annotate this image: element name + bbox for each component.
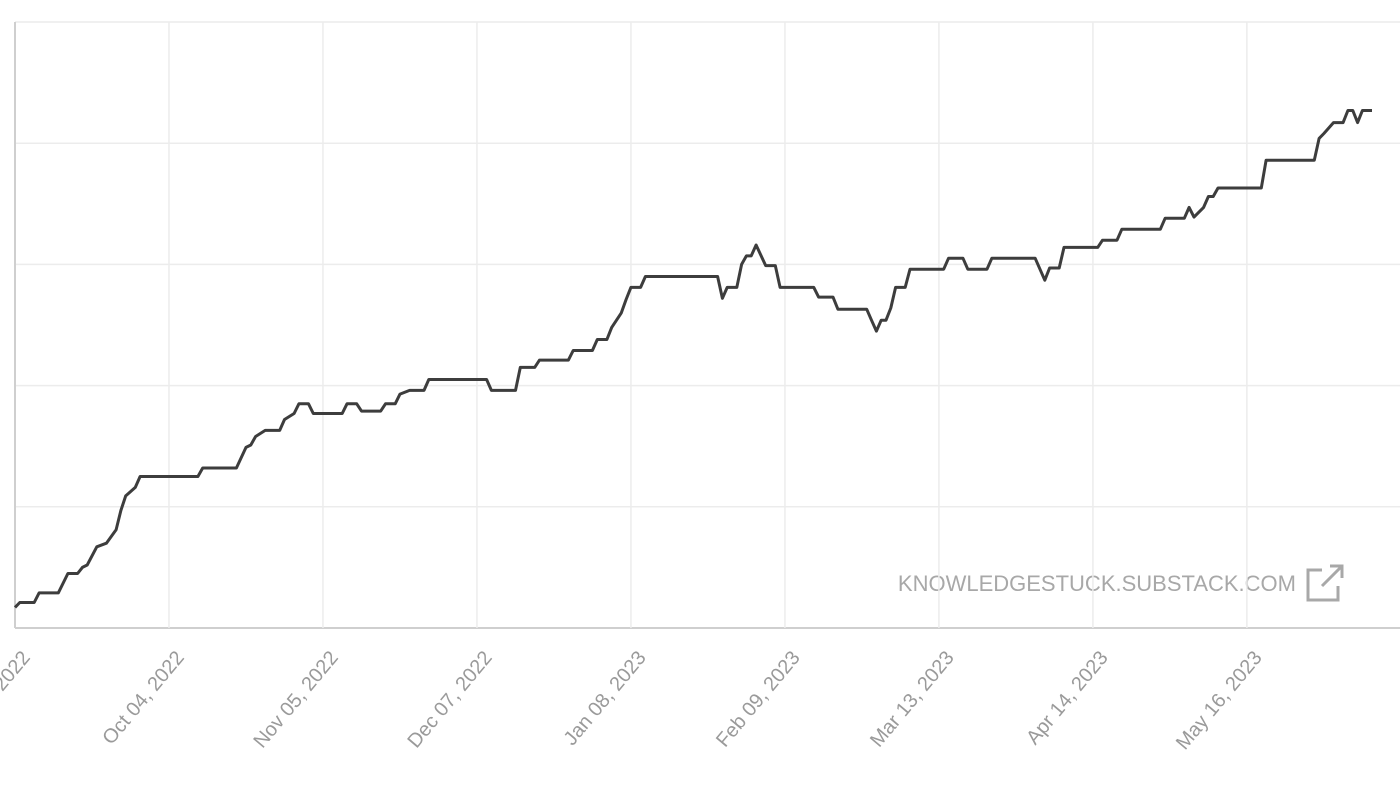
watermark: KNOWLEDGESTUCK.SUBSTACK.COM [898,571,1296,596]
x-tick-label: Jan 08, 2023 [560,647,651,750]
x-tick-label: Dec 07, 2022 [403,647,496,752]
x-tick-label: Apr 14, 2023 [1022,647,1112,749]
x-tick-label: Nov 05, 2022 [249,647,342,752]
x-tick-label: Feb 09, 2023 [712,647,805,751]
x-tick-label: Oct 04, 2022 [98,647,188,749]
x-tick-label: Mar 13, 2023 [866,647,959,751]
data-line [13,109,1372,609]
x-tick-label: May 16, 2023 [1172,647,1267,754]
external-link-icon [1306,564,1344,602]
x-tick-label: Sep 02, 2022 [0,647,35,752]
